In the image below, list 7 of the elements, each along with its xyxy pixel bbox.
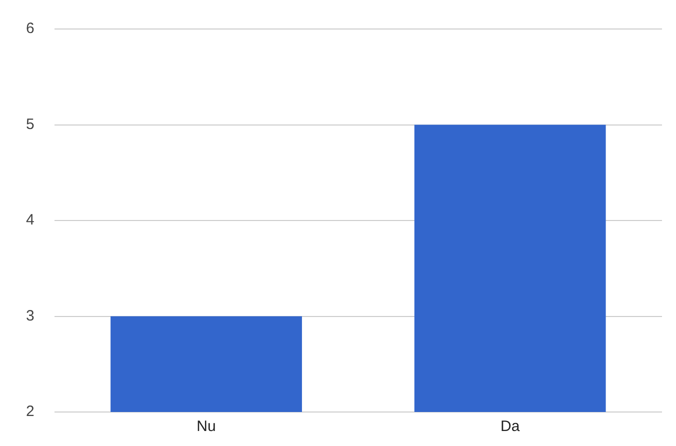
y-tick-label: 6 <box>26 20 34 38</box>
y-tick-label: 2 <box>26 403 34 420</box>
y-tick-label: 3 <box>26 307 34 324</box>
y-tick-label: 5 <box>26 116 34 133</box>
y-tick-label: 4 <box>26 212 34 229</box>
x-tick-label: Da <box>500 418 520 436</box>
x-tick-label: Nu <box>196 418 216 436</box>
